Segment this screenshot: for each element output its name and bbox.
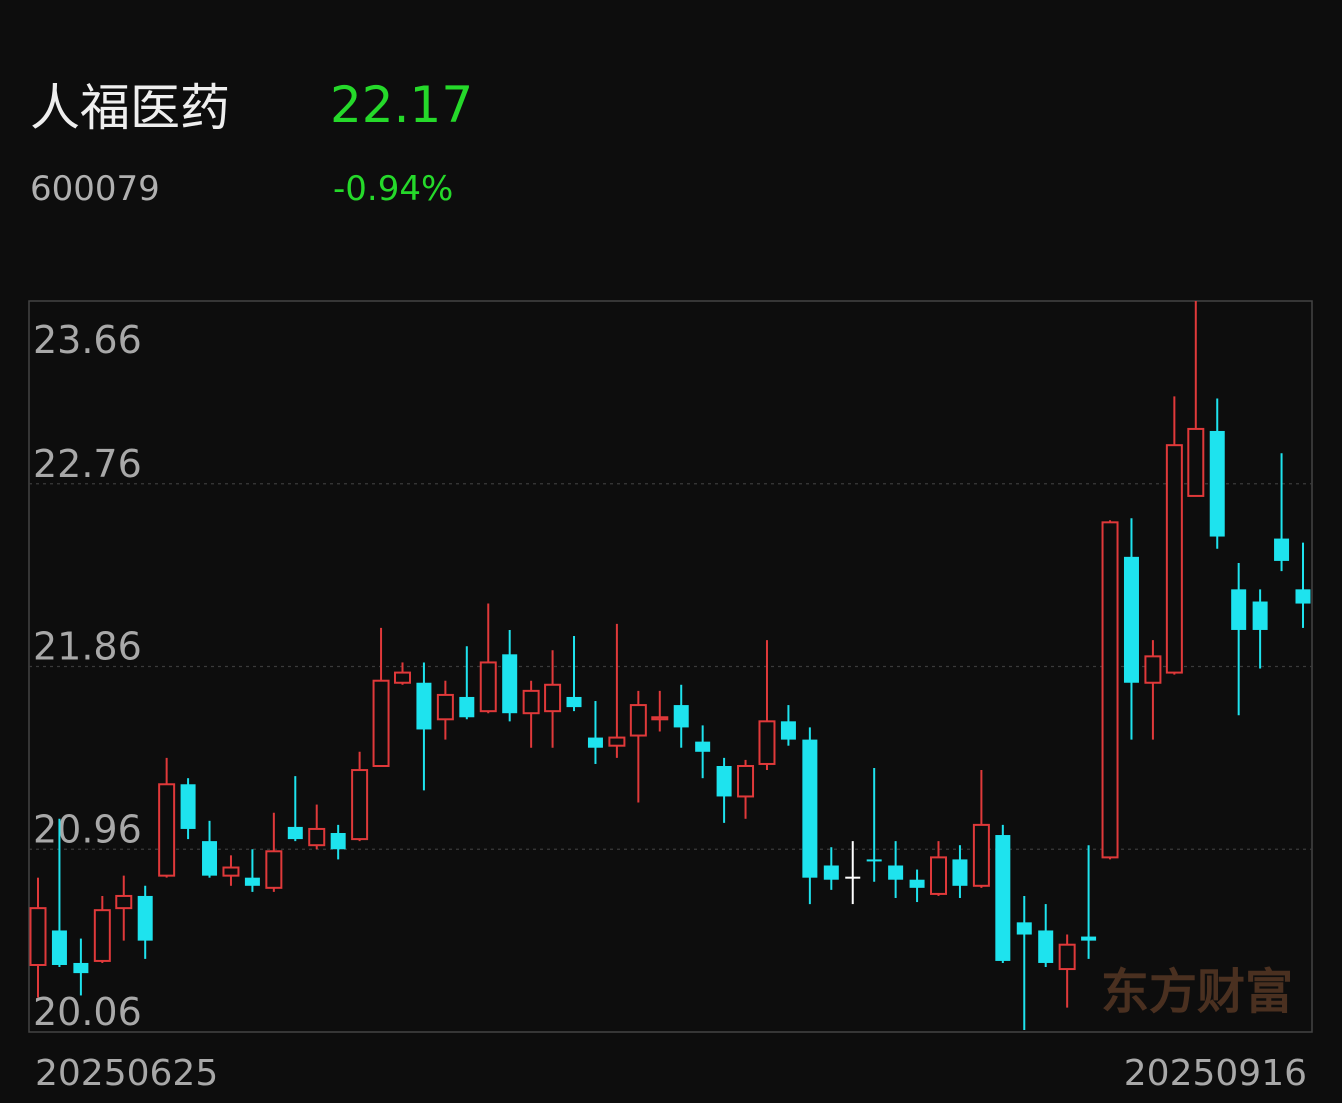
candle-body — [930, 856, 948, 895]
candle-body — [866, 859, 882, 862]
candle-body — [202, 841, 218, 876]
candle-body — [716, 765, 732, 797]
candle-body — [1295, 589, 1311, 604]
candle-body — [287, 826, 303, 840]
candle-body — [1252, 601, 1268, 630]
candle-body — [522, 689, 540, 715]
candle-body — [673, 705, 689, 728]
candle-body — [51, 930, 67, 965]
candle-body — [995, 835, 1011, 961]
candle-body — [1165, 444, 1183, 674]
candle-body — [29, 907, 47, 966]
candle-body — [845, 876, 861, 879]
stock-price: 22.17 — [330, 76, 473, 134]
candle-body — [372, 679, 390, 767]
candle-body — [180, 784, 196, 829]
candle-body — [1038, 930, 1054, 963]
candle-body — [909, 879, 925, 888]
y-tick-label: 20.06 — [33, 990, 142, 1034]
candle-body — [566, 696, 582, 708]
y-tick-label: 20.96 — [33, 807, 142, 851]
candle-body — [1209, 430, 1225, 537]
candle-body — [137, 895, 153, 941]
plot: 23.66 22.76 21.86 20.96 20.06 20250625 2025091… — [29, 301, 1312, 1094]
candle-body — [587, 737, 603, 748]
candle-body — [972, 823, 990, 887]
candle-body — [952, 859, 968, 886]
candle-body — [651, 716, 669, 721]
candle-body — [393, 671, 411, 684]
candle-body — [330, 833, 346, 850]
candle-body — [780, 721, 796, 740]
candle-body — [115, 894, 133, 910]
y-tick-label: 22.76 — [33, 442, 142, 486]
candle-body — [436, 693, 454, 721]
candle-body — [544, 683, 562, 713]
candle-body — [1058, 943, 1076, 971]
candle-body — [695, 741, 711, 752]
candle-body — [459, 696, 475, 718]
stock-name: 人福医药 — [30, 79, 230, 137]
y-tick-label: 21.86 — [33, 625, 142, 669]
candle-body — [158, 783, 176, 877]
candle-body — [1081, 936, 1097, 941]
candle-body — [502, 654, 518, 714]
candle-body — [758, 720, 776, 765]
x-tick-label: 20250916 — [1124, 1053, 1307, 1094]
candle-body — [1187, 427, 1205, 497]
candle-body — [244, 877, 260, 886]
candle-body — [416, 682, 432, 730]
candle-body — [888, 865, 904, 880]
candle-body — [222, 866, 240, 877]
candle-body — [1016, 922, 1032, 935]
candle-body — [629, 704, 647, 737]
candle-body — [73, 962, 89, 974]
candle-body — [823, 865, 839, 880]
candle-body — [308, 827, 326, 847]
candle-body — [1144, 655, 1162, 684]
candle-body — [265, 850, 283, 889]
y-tick-label: 23.66 — [33, 318, 142, 362]
candle-body — [93, 909, 111, 962]
candle-body — [351, 769, 369, 841]
candle-body — [1101, 521, 1119, 859]
candle-body — [802, 739, 818, 878]
price-change: -0.94% — [333, 169, 453, 209]
candle-body — [737, 764, 755, 798]
x-tick-label: 20250625 — [35, 1053, 218, 1094]
candle-body — [1123, 556, 1139, 683]
stock-code: 600079 — [30, 169, 160, 209]
plot-frame — [28, 300, 1313, 1033]
candle-body — [608, 736, 626, 747]
candle-body — [1274, 538, 1290, 561]
candle-body — [479, 661, 497, 713]
candle-body — [1231, 589, 1247, 630]
watermark: 东方财富 — [1101, 964, 1293, 1020]
